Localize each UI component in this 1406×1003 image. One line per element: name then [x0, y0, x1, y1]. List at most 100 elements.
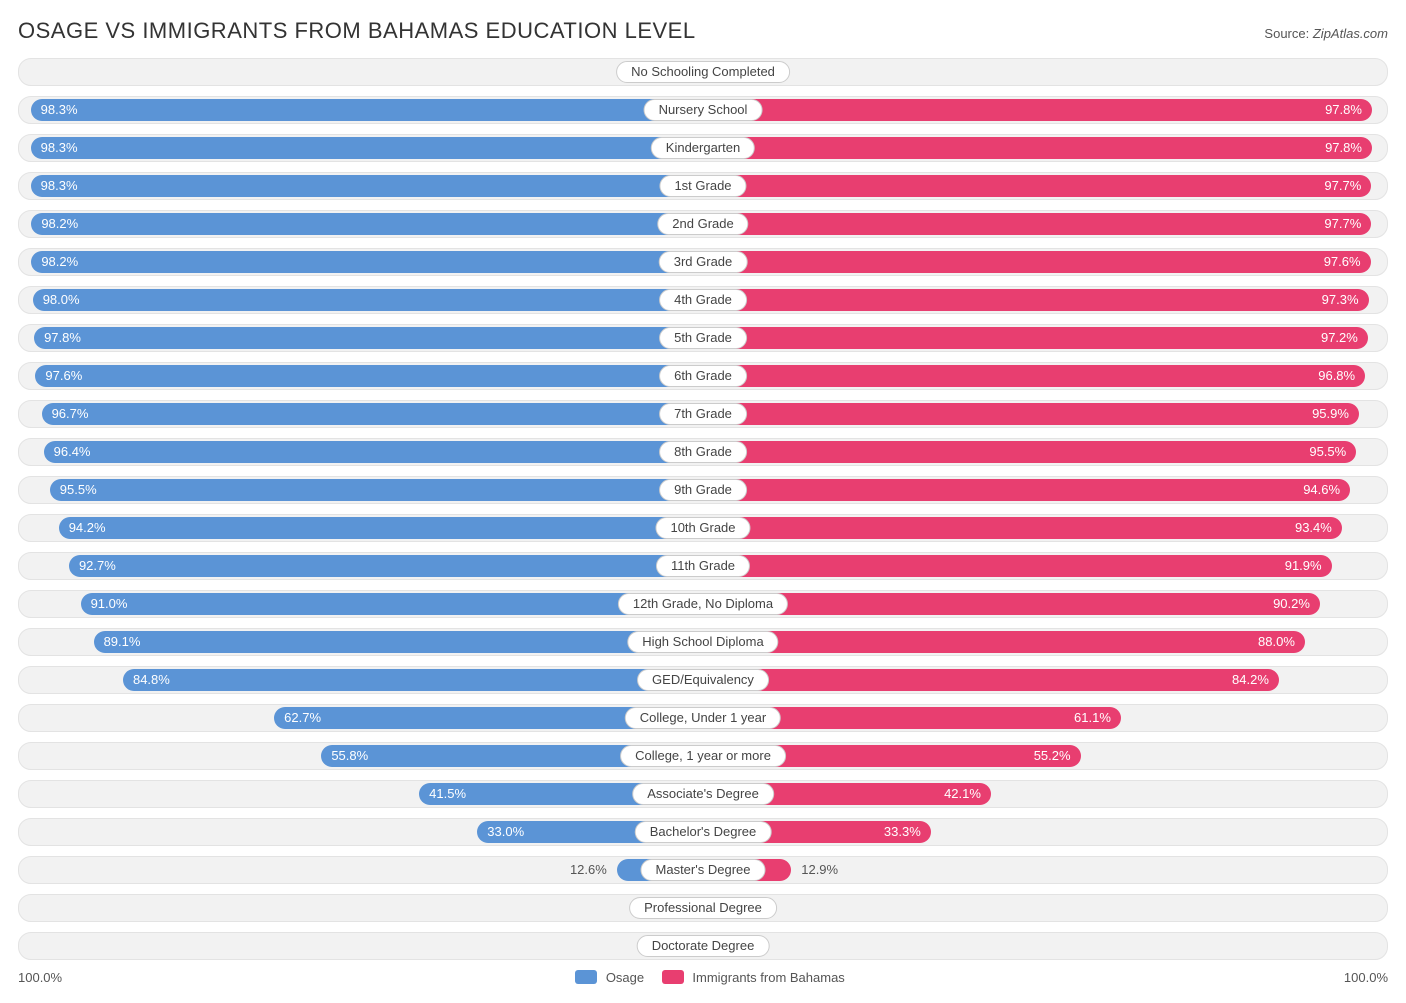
pct-right: 33.3%: [874, 819, 931, 845]
source-name: ZipAtlas.com: [1313, 26, 1388, 41]
legend-label-right: Immigrants from Bahamas: [692, 970, 844, 985]
bar-left: [94, 631, 703, 653]
bar-left: [34, 327, 703, 349]
pct-right: 12.9%: [791, 857, 848, 883]
category-label: Bachelor's Degree: [635, 821, 772, 843]
category-label: 7th Grade: [659, 403, 747, 425]
pct-right: 93.4%: [1285, 515, 1342, 541]
bar-left: [44, 441, 703, 463]
pct-left: 98.3%: [31, 173, 88, 199]
axis-left-max: 100.0%: [18, 970, 62, 985]
pct-left: 91.0%: [81, 591, 138, 617]
chart-row: 94.2%93.4%10th Grade: [18, 514, 1388, 542]
chart-row: 1.8%2.2%No Schooling Completed: [18, 58, 1388, 86]
bar-left: [35, 365, 703, 387]
chart-row: 12.6% 12.9% Master's Degree: [18, 856, 1388, 884]
pct-right: 88.0%: [1248, 629, 1305, 655]
category-label: Master's Degree: [641, 859, 766, 881]
bar-right: [703, 441, 1356, 463]
chart-row: 55.8%55.2%College, 1 year or more: [18, 742, 1388, 770]
bar-right: [703, 479, 1350, 501]
source-label: Source:: [1264, 26, 1309, 41]
pct-right: 97.6%: [1314, 249, 1371, 275]
category-label: Professional Degree: [629, 897, 777, 919]
bar-left: [69, 555, 703, 577]
pct-left: 96.4%: [44, 439, 101, 465]
category-label: 5th Grade: [659, 327, 747, 349]
bar-right: [703, 251, 1371, 273]
pct-left: 98.0%: [33, 287, 90, 313]
pct-right: 97.8%: [1315, 97, 1372, 123]
bar-right: [703, 99, 1372, 121]
bar-right: [703, 403, 1359, 425]
pct-left: 84.8%: [123, 667, 180, 693]
chart-row: 3.7%3.8%Professional Degree: [18, 894, 1388, 922]
bar-right: [703, 517, 1342, 539]
pct-right: 94.6%: [1293, 477, 1350, 503]
category-label: Nursery School: [644, 99, 763, 121]
pct-left: 33.0%: [477, 819, 534, 845]
bar-right: [703, 213, 1371, 235]
bar-left: [42, 403, 703, 425]
category-label: 12th Grade, No Diploma: [618, 593, 788, 615]
bar-right: [703, 137, 1372, 159]
category-label: College, Under 1 year: [625, 707, 781, 729]
pct-right: 90.2%: [1263, 591, 1320, 617]
category-label: 4th Grade: [659, 289, 747, 311]
category-label: 6th Grade: [659, 365, 747, 387]
category-label: Doctorate Degree: [637, 935, 770, 957]
pct-left: 12.6%: [560, 857, 617, 883]
bar-right: [703, 365, 1365, 387]
chart-row: 1.7%1.5%Doctorate Degree: [18, 932, 1388, 960]
category-label: 1st Grade: [659, 175, 746, 197]
chart-row: 97.8%97.2%5th Grade: [18, 324, 1388, 352]
bar-left: [31, 175, 703, 197]
chart-header: OSAGE VS IMMIGRANTS FROM BAHAMAS EDUCATI…: [18, 18, 1388, 44]
category-label: 8th Grade: [659, 441, 747, 463]
bar-left: [33, 289, 703, 311]
chart-row: 98.2%97.7%2nd Grade: [18, 210, 1388, 238]
chart-row: 96.7% 95.9% 7th Grade: [18, 400, 1388, 428]
bar-left: [31, 99, 703, 121]
category-label: 10th Grade: [655, 517, 750, 539]
chart-row: 98.3% 97.7% 1st Grade: [18, 172, 1388, 200]
pct-right: 97.8%: [1315, 135, 1372, 161]
pct-right: 95.9%: [1302, 401, 1359, 427]
pct-right: 96.8%: [1308, 363, 1365, 389]
pct-left: 96.7%: [42, 401, 99, 427]
pct-left: 92.7%: [69, 553, 126, 579]
pct-left: 55.8%: [321, 743, 378, 769]
pct-right: 97.7%: [1314, 173, 1371, 199]
bar-left: [31, 251, 703, 273]
pct-left: 98.3%: [31, 135, 88, 161]
bar-left: [31, 137, 703, 159]
pct-left: 89.1%: [94, 629, 151, 655]
bar-left: [59, 517, 703, 539]
bar-right: [703, 289, 1369, 311]
axis-right-max: 100.0%: [1344, 970, 1388, 985]
chart-row: 97.6%96.8%6th Grade: [18, 362, 1388, 390]
bar-left: [31, 213, 703, 235]
category-label: Kindergarten: [651, 137, 755, 159]
pct-right: 97.7%: [1314, 211, 1371, 237]
bar-right: [703, 593, 1320, 615]
pct-left: 98.2%: [31, 211, 88, 237]
pct-left: 41.5%: [419, 781, 476, 807]
chart-row: 84.8%84.2%GED/Equivalency: [18, 666, 1388, 694]
chart-row: 98.2%97.6%3rd Grade: [18, 248, 1388, 276]
category-label: Associate's Degree: [632, 783, 774, 805]
category-label: High School Diploma: [627, 631, 778, 653]
pct-right: 55.2%: [1024, 743, 1081, 769]
bar-right: [703, 175, 1371, 197]
bar-right: [703, 669, 1279, 691]
chart-row: 98.0% 97.3% 4th Grade: [18, 286, 1388, 314]
pct-left: 62.7%: [274, 705, 331, 731]
pct-right: 97.3%: [1312, 287, 1369, 313]
bar-left: [50, 479, 703, 501]
chart-row: 96.4% 95.5% 8th Grade: [18, 438, 1388, 466]
chart-row: 91.0% 90.2% 12th Grade, No Diploma: [18, 590, 1388, 618]
bar-right: [703, 555, 1332, 577]
chart-title: OSAGE VS IMMIGRANTS FROM BAHAMAS EDUCATI…: [18, 18, 696, 44]
pct-right: 95.5%: [1299, 439, 1356, 465]
category-label: 11th Grade: [656, 555, 750, 577]
